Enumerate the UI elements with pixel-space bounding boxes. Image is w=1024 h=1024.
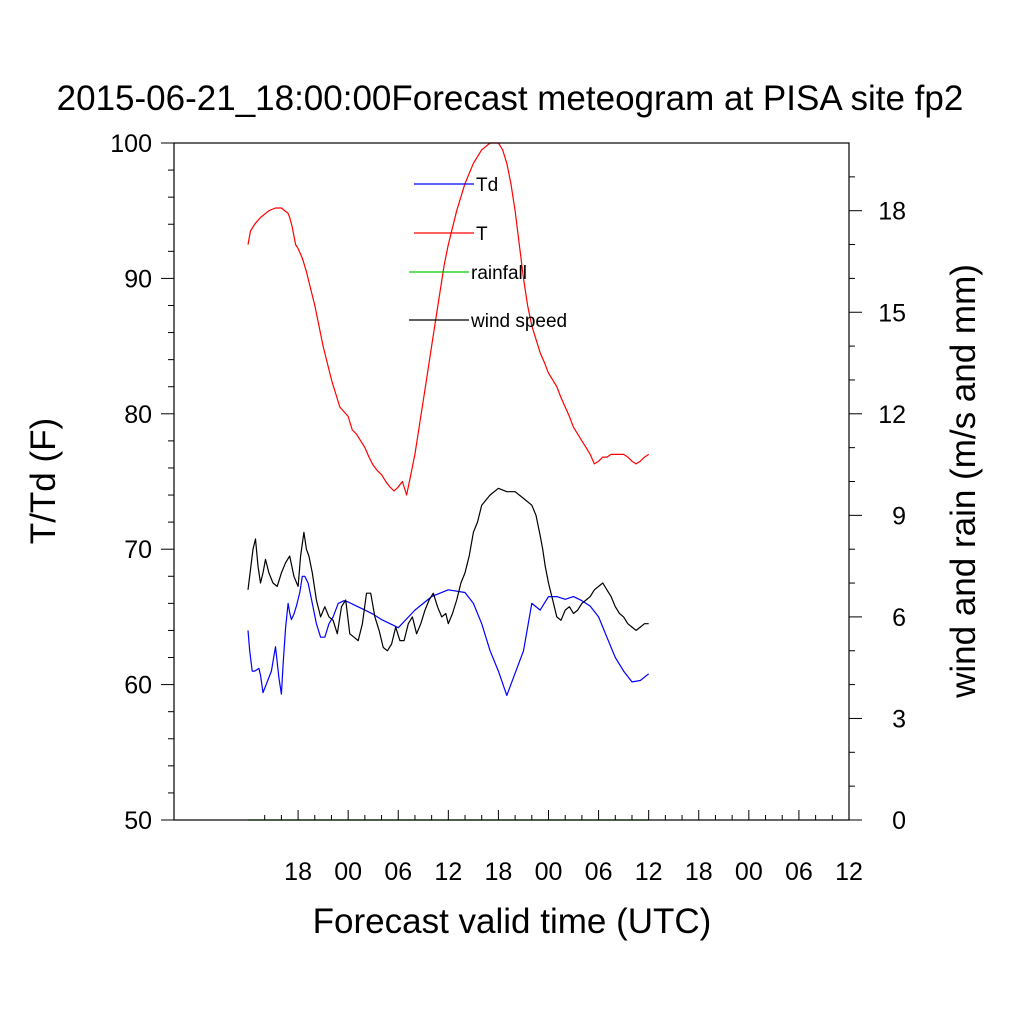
chart-title: 2015-06-21_18:00:00Forecast meteogram at… — [57, 79, 964, 118]
y-right-tick-label: 3 — [892, 705, 906, 733]
y-right-tick-label: 12 — [878, 401, 906, 429]
y-left-tick-label: 70 — [124, 536, 152, 564]
legend-label-td: Td — [476, 175, 498, 196]
x-tick-label: 06 — [384, 858, 412, 886]
y-right-tick-label: 15 — [878, 299, 906, 327]
legend-label-rainfall: rainfall — [471, 263, 527, 284]
y-left-tick-label: 50 — [124, 807, 152, 835]
y-axis-left-title: T/Td (F) — [24, 418, 63, 544]
y-right-tick-label: 6 — [892, 604, 906, 632]
x-tick-label: 06 — [785, 858, 813, 886]
x-tick-label: 12 — [635, 858, 663, 886]
y-left-tick-label: 60 — [124, 672, 152, 700]
x-tick-label: 06 — [585, 858, 613, 886]
series-line-wind-speed — [247, 487, 649, 652]
x-tick-label: 12 — [835, 858, 863, 886]
legend-label-wind-speed: wind speed — [470, 311, 567, 332]
y-left-tick-label: 90 — [124, 265, 152, 293]
legend-label-t: T — [476, 224, 488, 245]
y-axis-right-title: wind and rain (m/s and mm) — [944, 264, 983, 699]
x-tick-label: 00 — [334, 858, 362, 886]
y-right-tick-label: 0 — [892, 807, 906, 835]
y-left-tick-label: 80 — [124, 401, 152, 429]
x-tick-label: 00 — [735, 858, 763, 886]
x-tick-label: 18 — [685, 858, 713, 886]
x-axis-title: Forecast valid time (UTC) — [313, 902, 712, 941]
y-right-tick-label: 9 — [892, 502, 906, 530]
axes: 18 00 06 12 18 00 06 12 18 00 06 12 50 60 70 80 90 100 0 3 6… — [110, 130, 906, 886]
x-tick-label: 18 — [284, 858, 312, 886]
y-right-tick-label: 18 — [878, 198, 906, 226]
x-tick-label: 18 — [485, 858, 513, 886]
x-tick-label: 12 — [434, 858, 462, 886]
x-tick-label: 00 — [535, 858, 563, 886]
y-left-tick-label: 100 — [110, 130, 152, 158]
series-line-t — [247, 142, 650, 496]
